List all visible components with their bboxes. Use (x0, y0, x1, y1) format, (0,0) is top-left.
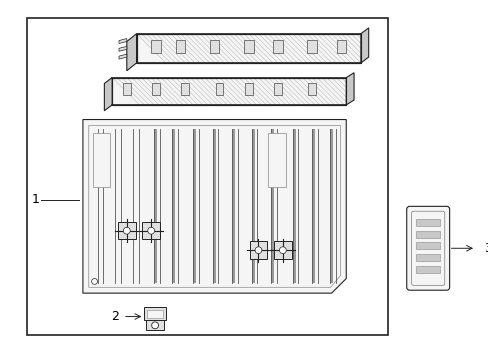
Bar (329, 129, 332, 283)
Bar (271, 129, 273, 283)
Bar (118, 222, 135, 239)
Bar (307, 84, 315, 95)
Bar (147, 310, 163, 318)
Bar (144, 307, 165, 320)
Bar (146, 320, 163, 330)
Circle shape (279, 247, 285, 254)
Circle shape (123, 227, 130, 234)
Bar (416, 219, 439, 226)
Bar (215, 84, 223, 95)
Circle shape (91, 279, 97, 284)
Bar (273, 242, 291, 259)
Polygon shape (83, 120, 346, 293)
Bar (244, 84, 252, 95)
Circle shape (147, 227, 154, 234)
Bar (122, 84, 130, 95)
Text: 1: 1 (31, 193, 39, 206)
Polygon shape (104, 78, 112, 111)
Polygon shape (346, 73, 353, 105)
Polygon shape (119, 54, 126, 59)
Bar (212, 129, 215, 283)
Polygon shape (119, 39, 126, 44)
Bar (416, 254, 439, 261)
Bar (171, 129, 174, 283)
Bar (193, 129, 196, 283)
Bar (142, 222, 160, 239)
Bar (27, 18, 387, 335)
Bar (92, 133, 110, 187)
Bar (251, 129, 254, 283)
Bar (151, 40, 161, 53)
Bar (112, 78, 346, 105)
Bar (336, 40, 346, 53)
Bar (268, 133, 285, 187)
Text: 2: 2 (111, 310, 119, 323)
Circle shape (151, 322, 158, 329)
Polygon shape (126, 34, 136, 71)
Bar (416, 242, 439, 249)
Bar (249, 242, 267, 259)
Circle shape (255, 247, 262, 254)
Bar (112, 78, 346, 105)
Bar (311, 129, 314, 283)
Bar (416, 266, 439, 273)
Polygon shape (119, 46, 126, 51)
Bar (136, 34, 360, 63)
Bar (244, 40, 253, 53)
Bar (273, 84, 281, 95)
Bar (232, 129, 235, 283)
Bar (209, 40, 219, 53)
Bar (292, 129, 295, 283)
Bar (272, 40, 282, 53)
Bar (154, 129, 157, 283)
Bar (136, 34, 360, 63)
Text: 3: 3 (483, 242, 488, 255)
Bar (306, 40, 316, 53)
Bar (175, 40, 185, 53)
Polygon shape (360, 28, 368, 63)
Bar (181, 84, 189, 95)
FancyBboxPatch shape (406, 206, 449, 290)
Bar (152, 84, 160, 95)
Bar (416, 231, 439, 238)
